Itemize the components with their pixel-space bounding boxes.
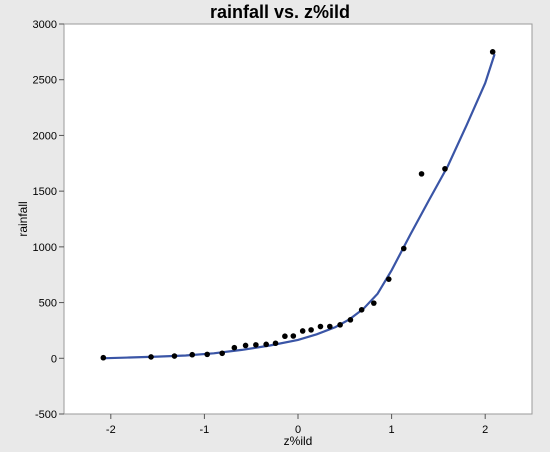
data-point xyxy=(490,49,496,55)
data-point xyxy=(172,353,178,359)
data-point xyxy=(282,333,288,339)
data-point xyxy=(318,324,324,330)
data-point xyxy=(337,322,343,328)
data-point xyxy=(401,246,407,252)
data-point xyxy=(291,333,297,339)
y-tick-label: 2500 xyxy=(33,75,57,87)
x-tick-label: -1 xyxy=(200,424,210,436)
x-tick-label: -2 xyxy=(106,424,116,436)
y-tick-label: 3000 xyxy=(33,19,57,31)
x-axis-title: z%ild xyxy=(284,434,313,448)
data-point xyxy=(263,342,269,348)
y-axis-title: rainfall xyxy=(16,201,30,236)
y-axis: -500 0 500 1000 1500 2000 2500 3000 xyxy=(33,19,64,421)
data-point xyxy=(386,276,392,282)
data-point xyxy=(204,352,210,358)
data-point xyxy=(359,307,365,313)
plot-area xyxy=(64,24,532,414)
y-tick-label: 1500 xyxy=(33,186,57,198)
data-point xyxy=(442,166,448,172)
y-tick-label: 2000 xyxy=(33,130,57,142)
data-point xyxy=(371,300,377,306)
chart-title: rainfall vs. z%ild xyxy=(210,2,350,22)
data-point xyxy=(300,328,306,334)
x-tick-label: 2 xyxy=(482,424,488,436)
y-tick-label: -500 xyxy=(35,409,57,421)
x-axis: -2 -1 0 1 2 xyxy=(106,414,488,436)
data-point xyxy=(243,343,249,349)
data-point xyxy=(273,340,279,346)
data-point xyxy=(101,355,107,361)
data-point xyxy=(348,317,354,323)
data-point xyxy=(308,327,314,333)
x-tick-label: 1 xyxy=(389,424,395,436)
data-point xyxy=(232,345,238,351)
y-tick-label: 0 xyxy=(51,353,57,365)
y-tick-label: 1000 xyxy=(33,242,57,254)
data-point xyxy=(148,354,154,360)
data-point xyxy=(253,342,259,348)
data-point xyxy=(419,171,425,177)
data-point xyxy=(327,324,333,330)
data-point xyxy=(219,350,225,356)
y-tick-label: 500 xyxy=(39,298,57,310)
data-point xyxy=(189,352,195,358)
